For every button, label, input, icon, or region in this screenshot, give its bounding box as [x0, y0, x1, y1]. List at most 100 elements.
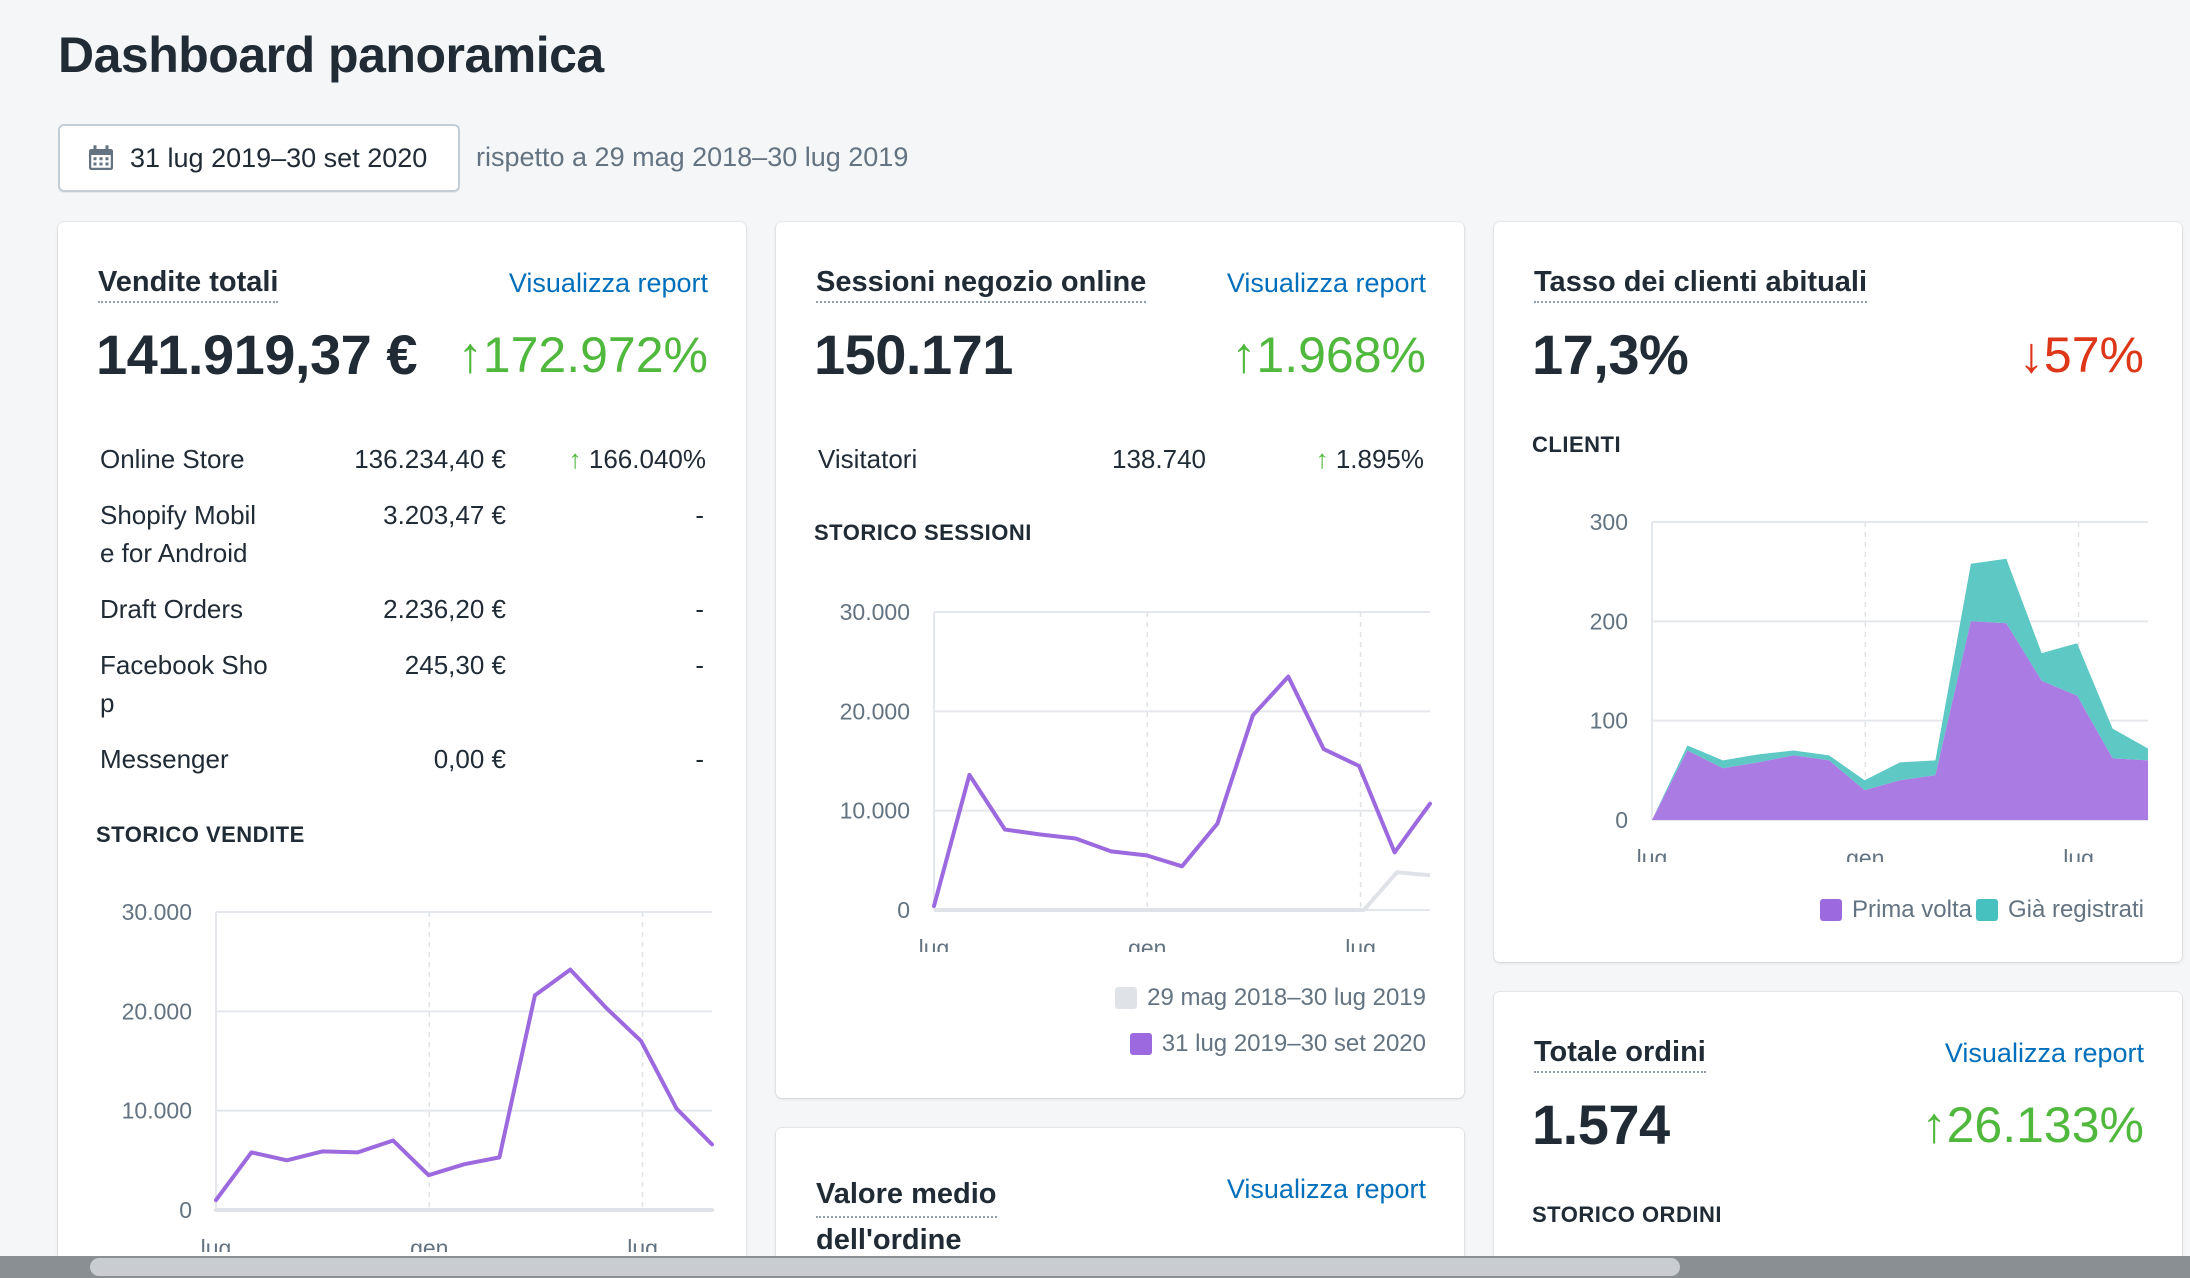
area-series-1	[1652, 558, 2148, 820]
x-tick-label: lug	[1637, 845, 1668, 862]
orders-delta-value: 26.133%	[1946, 1097, 2144, 1153]
y-tick-label: 0	[897, 897, 910, 923]
x-tick-label: lug	[2063, 845, 2094, 862]
sales-row-value: 3.203,47 €	[383, 500, 506, 530]
compare-period-text: rispetto a 29 mag 2018–30 lug 2019	[476, 142, 909, 172]
series-line-previous	[934, 870, 1431, 912]
sales-row-delta: -	[695, 650, 704, 680]
legend-label: Prima volta	[1851, 896, 1972, 923]
orders-view-report-link[interactable]: Visualizza report	[1944, 1038, 2144, 1068]
returning-rate-title[interactable]: Tasso dei clienti abituali	[1534, 266, 1868, 303]
legend-label: 31 lug 2019–30 set 2020	[1161, 1030, 1426, 1057]
date-range-label: 31 lug 2019–30 set 2020	[130, 142, 428, 173]
arrow-up-icon: ↑	[1921, 1097, 1947, 1153]
returning-rate-delta-value: 57%	[2043, 327, 2144, 383]
sales-row-label-line: e for Android	[100, 538, 248, 568]
legend-label: 29 mag 2018–30 lug 2019	[1147, 984, 1426, 1011]
sales-row-value: 2.236,20 €	[383, 594, 506, 624]
sales-row-label: Draft Orders	[100, 594, 244, 624]
x-tick-label: gen	[1128, 935, 1166, 952]
x-tick-label: lug	[919, 935, 950, 952]
x-tick-label: gen	[410, 1235, 448, 1252]
sessions-delta-value: 1.968%	[1256, 327, 1426, 383]
arrow-up-icon: ↑	[568, 444, 582, 474]
sales-row-delta-value: 166.040%	[588, 444, 706, 474]
sales-row-value: 136.234,40 €	[354, 444, 506, 474]
orders-chart-heading: STORICO ORDINI	[1532, 1202, 1722, 1227]
sessions-delta: ↑1.968%	[1231, 326, 1426, 384]
arrow-down-icon: ↓	[2018, 327, 2044, 383]
y-tick-label: 20.000	[840, 698, 910, 724]
sessions-chart-heading: STORICO SESSIONI	[814, 520, 1032, 545]
arrow-up-icon: ↑	[1231, 327, 1257, 383]
calendar-icon	[89, 145, 113, 170]
customers-chart: 0 100 200 300 lug gen lug	[1590, 509, 2148, 862]
legend-swatch	[1129, 1033, 1152, 1055]
y-tick-label: 200	[1590, 608, 1628, 634]
legend-swatch	[1819, 899, 1842, 921]
y-tick-label: 100	[1590, 708, 1628, 734]
y-tick-label: 30.000	[840, 599, 910, 625]
visitors-delta-value: 1.895%	[1335, 444, 1424, 474]
y-tick-label: 0	[1615, 807, 1628, 833]
sales-row-delta: -	[695, 594, 704, 624]
x-tick-label: lug	[627, 1235, 658, 1252]
series-line-current	[932, 674, 1432, 908]
average-order-value-card: Valore medio dell'ordine Visualizza repo…	[776, 1128, 1464, 1278]
total-orders-card: Totale ordini Visualizza report 1.574 ↑2…	[1494, 992, 2182, 1278]
orders-value: 1.574	[1532, 1093, 1670, 1156]
legend-item-previous-period: 29 mag 2018–30 lug 2019	[1115, 984, 1426, 1012]
y-tick-label: 20.000	[122, 998, 192, 1024]
total-sales-delta-value: 172.972%	[482, 327, 708, 383]
page-title: Dashboard panoramica	[58, 27, 604, 83]
sales-view-report-link[interactable]: Visualizza report	[508, 268, 708, 298]
orders-title[interactable]: Totale ordini	[1534, 1036, 1706, 1073]
arrow-up-icon: ↑	[457, 327, 483, 383]
date-range-button[interactable]: 31 lug 2019–30 set 2020	[58, 124, 460, 192]
scrollbar-thumb[interactable]	[90, 1258, 1680, 1276]
y-tick-label: 10.000	[840, 798, 910, 824]
arrow-up-icon: ↑	[1315, 444, 1329, 474]
sales-row-label: Online Store	[100, 444, 245, 474]
y-tick-label: 0	[179, 1197, 192, 1223]
sales-row-delta: ↑ 166.040%	[569, 440, 706, 478]
visitors-delta: ↑ 1.895%	[1316, 440, 1424, 478]
returning-rate-delta: ↓57%	[2019, 326, 2144, 384]
series-line-0	[214, 967, 714, 1203]
legend-swatch	[1975, 899, 1998, 921]
sessions-history-chart: 0 10.000 20.000 30.000 lug gen lug	[840, 599, 1432, 952]
total-sales-card: Vendite totali Visualizza report 141.919…	[58, 222, 746, 1278]
aov-title[interactable]: Valore medio dell'ordine	[816, 1172, 997, 1266]
legend-item-first-time: Prima volta	[1819, 896, 1972, 924]
visitors-label: Visitatori	[818, 444, 918, 474]
aov-view-report-link[interactable]: Visualizza report	[1226, 1174, 1426, 1204]
sessions-value: 150.171	[814, 323, 1013, 386]
area-series-0	[1652, 621, 2148, 820]
sales-row-label: Facebook Sho p	[100, 646, 268, 722]
y-tick-label: 10.000	[122, 1098, 192, 1124]
legend-label: Già registrati	[2007, 896, 2144, 923]
horizontal-scrollbar[interactable]	[0, 1256, 2190, 1278]
sales-row-label-line: Facebook Sho	[100, 650, 268, 680]
legend-item-returning: Già registrati	[1975, 896, 2144, 924]
aov-title-line: Valore medio	[816, 1172, 997, 1218]
total-sales-value: 141.919,37 €	[96, 323, 417, 386]
sales-row-label: Messenger	[100, 744, 229, 774]
sales-row-label: Shopify Mobil e for Android	[100, 496, 256, 572]
sales-row-label-line: p	[100, 688, 115, 718]
sessions-title[interactable]: Sessioni negozio online	[816, 266, 1147, 303]
sales-row-label-line: Shopify Mobil	[100, 500, 257, 530]
x-tick-label: gen	[1846, 845, 1884, 862]
sales-history-chart: 0 10.000 20.000 30.000 lug gen lug	[122, 899, 714, 1252]
y-tick-label: 30.000	[122, 899, 192, 925]
total-sales-delta: ↑172.972%	[458, 326, 708, 384]
sessions-view-report-link[interactable]: Visualizza report	[1226, 268, 1426, 298]
total-sales-title[interactable]: Vendite totali	[98, 266, 279, 303]
returning-customer-rate-card: Tasso dei clienti abituali 17,3% ↓57% CL…	[1494, 222, 2182, 962]
online-sessions-card: Sessioni negozio online Visualizza repor…	[776, 222, 1464, 1098]
legend-item-current-period: 31 lug 2019–30 set 2020	[1129, 1030, 1426, 1058]
sales-row-delta: -	[695, 744, 704, 774]
sales-chart-heading: STORICO VENDITE	[96, 822, 305, 847]
returning-rate-value: 17,3%	[1532, 323, 1689, 386]
legend-swatch	[1115, 987, 1138, 1009]
